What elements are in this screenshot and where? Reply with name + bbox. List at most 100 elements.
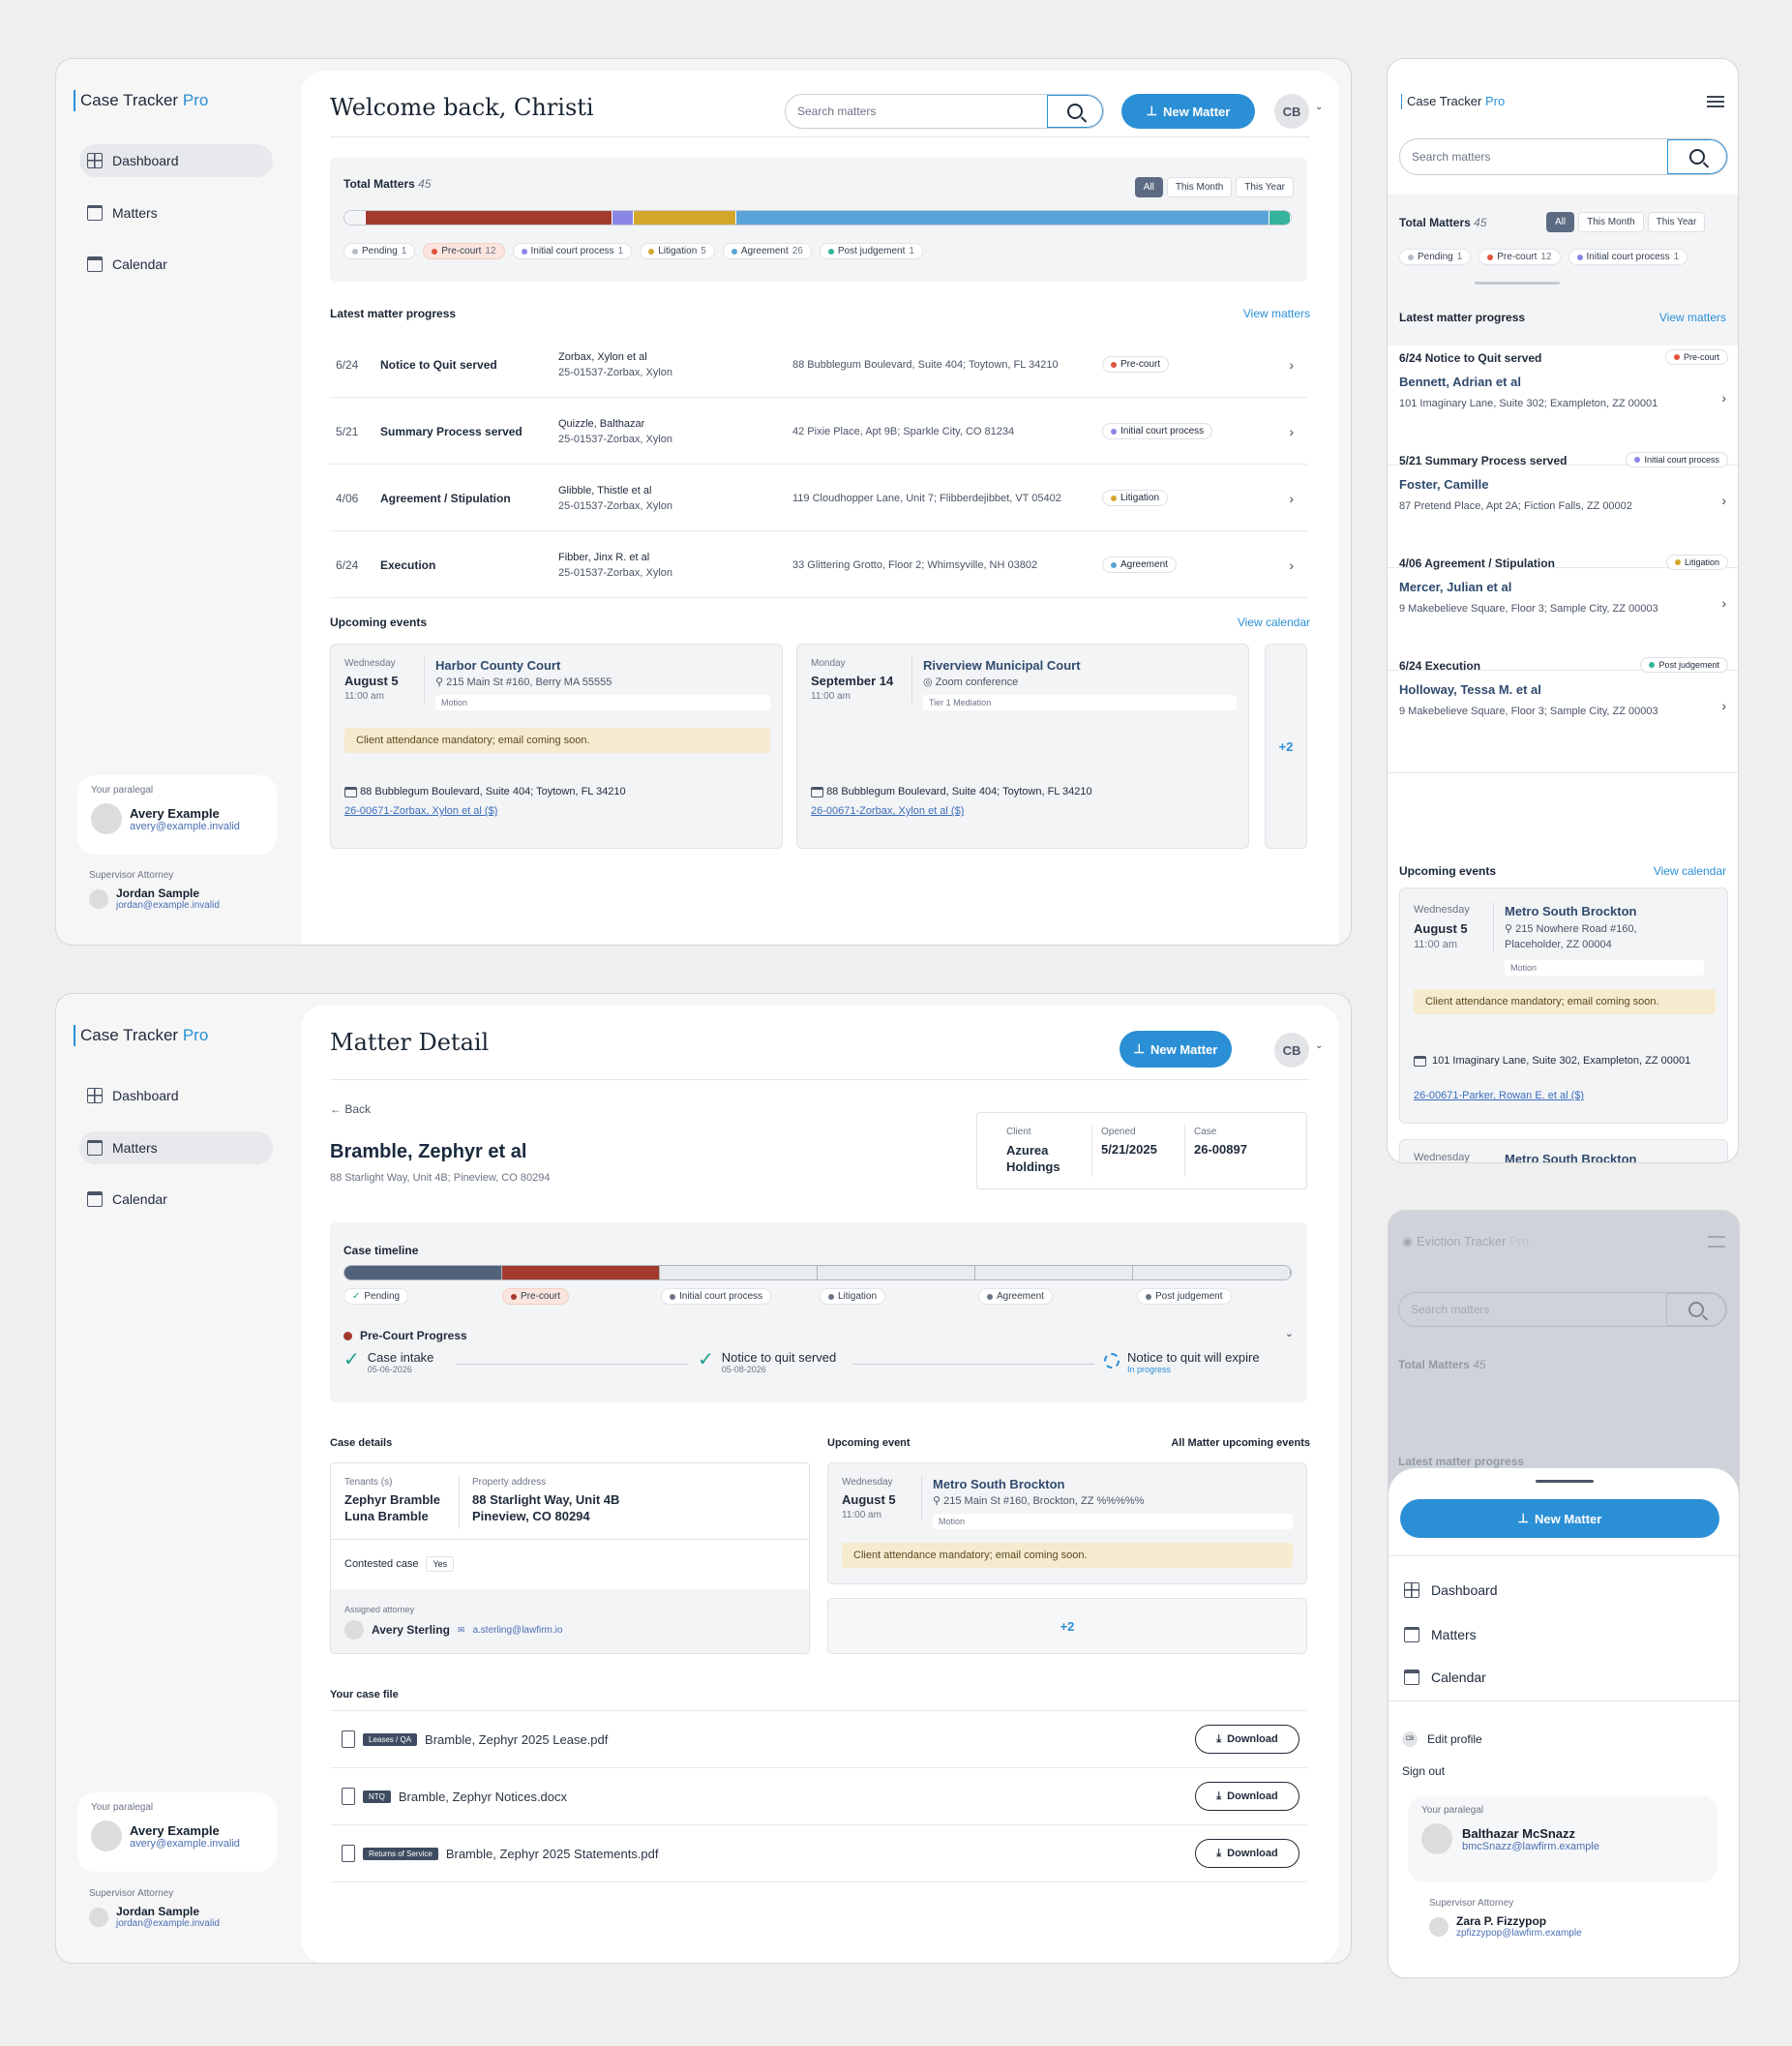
- supervisor-name: Jordan Sample: [116, 887, 200, 900]
- chevron-right-icon[interactable]: ›: [1721, 595, 1726, 611]
- chevron-down-icon[interactable]: ⌄: [1284, 1328, 1294, 1339]
- more-events-button[interactable]: +2: [1265, 644, 1307, 849]
- status-chip[interactable]: Pre-court 12: [423, 243, 505, 259]
- timeline-stage[interactable]: Initial court process: [661, 1288, 772, 1305]
- precourt-heading[interactable]: Pre-Court Progress: [343, 1329, 467, 1342]
- table-row[interactable]: 4/06 Agreement / Stipulation Glibble, This…: [330, 466, 1307, 531]
- paralegal-email[interactable]: avery@example.invalid: [130, 820, 240, 832]
- all-upcoming-link[interactable]: All Matter upcoming events: [1171, 1437, 1310, 1449]
- edit-profile-link[interactable]: CB Edit profile: [1402, 1731, 1482, 1747]
- search-bar[interactable]: Search matters: [1399, 138, 1728, 175]
- profile-avatar[interactable]: CB: [1274, 94, 1309, 129]
- chevron-right-icon[interactable]: ›: [1289, 557, 1294, 573]
- case-link[interactable]: 26-00671-Parker, Rowan E. et al ($): [1414, 1090, 1585, 1101]
- view-calendar-link[interactable]: View calendar: [1653, 864, 1726, 878]
- more-events-button[interactable]: +2: [827, 1598, 1307, 1654]
- list-item[interactable]: 6/24 Notice to Quit served Pre-court Benne…: [1388, 342, 1738, 466]
- filter-this-year[interactable]: This Year: [1647, 212, 1706, 232]
- event-card[interactable]: Wednesday August 5 11:00 am Harbor Count…: [330, 644, 783, 849]
- table-row[interactable]: 5/21 Summary Process served Quizzle, Balth…: [330, 399, 1307, 465]
- table-row[interactable]: 6/24 Execution Fibber, Jinx R. et al 25-015…: [330, 532, 1307, 598]
- supervisor-email[interactable]: jordan@example.invalid: [116, 1918, 220, 1929]
- filter-this-month[interactable]: This Month: [1166, 177, 1233, 197]
- case-link[interactable]: 26-00671-Zorbax, Xylon et al ($): [811, 805, 965, 817]
- nav-dashboard[interactable]: Dashboard: [79, 1079, 273, 1112]
- back-link[interactable]: ← Back: [330, 1102, 372, 1116]
- file-name[interactable]: Bramble, Zephyr 2025 Statements.pdf: [445, 1846, 659, 1861]
- supervisor-email[interactable]: zpfizzypop@lawfirm.example: [1456, 1928, 1582, 1939]
- new-matter-button[interactable]: ⊥ New Matter: [1120, 1031, 1232, 1068]
- new-matter-button[interactable]: ⊥ New Matter: [1121, 94, 1255, 129]
- nav-dashboard[interactable]: Dashboard: [1404, 1582, 1498, 1598]
- search-input[interactable]: Search matters: [797, 105, 877, 118]
- search-button[interactable]: [1667, 139, 1727, 174]
- new-matter-button[interactable]: ⊥ New Matter: [1400, 1499, 1719, 1538]
- file-name[interactable]: Bramble, Zephyr Notices.docx: [398, 1789, 568, 1804]
- status-chip[interactable]: Pre-court 12: [1478, 249, 1561, 265]
- chevron-down-icon[interactable]: ⌄: [1315, 1040, 1324, 1051]
- download-button[interactable]: ⤓ Download: [1195, 1839, 1299, 1868]
- filter-this-year[interactable]: This Year: [1236, 177, 1294, 197]
- event-court: Metro South Brockton: [933, 1477, 1065, 1491]
- timeline-stage[interactable]: Litigation: [820, 1288, 886, 1305]
- chevron-right-icon[interactable]: ›: [1289, 356, 1294, 373]
- nav-matters[interactable]: Matters: [1404, 1627, 1477, 1642]
- status-chip[interactable]: Initial court process 1: [512, 243, 633, 259]
- scroll-indicator[interactable]: [1475, 282, 1560, 285]
- hamburger-menu-icon[interactable]: [1707, 96, 1724, 107]
- view-matters-link[interactable]: View matters: [1658, 311, 1726, 324]
- status-chip[interactable]: Agreement 26: [722, 243, 812, 259]
- paralegal-email[interactable]: avery@example.invalid: [130, 1837, 240, 1850]
- list-item[interactable]: 4/06 Agreement / Stipulation Litigation Me…: [1388, 547, 1738, 671]
- event-card[interactable]: Monday September 14 11:00 am Riverview M…: [796, 644, 1249, 849]
- event-card[interactable]: Wednesday Metro South Brockton: [1399, 1139, 1728, 1162]
- chevron-right-icon[interactable]: ›: [1289, 490, 1294, 506]
- status-dot: [731, 248, 737, 255]
- search-input[interactable]: Search matters: [1412, 150, 1491, 164]
- supervisor-email[interactable]: jordan@example.invalid: [116, 900, 220, 911]
- filter-all[interactable]: All: [1546, 212, 1575, 232]
- event-card[interactable]: Wednesday August 5 11:00 am Metro South …: [827, 1462, 1307, 1584]
- nav-dashboard[interactable]: Dashboard: [79, 144, 273, 177]
- chevron-right-icon[interactable]: ›: [1289, 423, 1294, 439]
- nav-calendar[interactable]: Calendar: [1404, 1670, 1486, 1685]
- download-button[interactable]: ⤓ Download: [1195, 1725, 1299, 1754]
- sheet-handle[interactable]: [1536, 1480, 1594, 1483]
- nav-calendar[interactable]: Calendar: [79, 1183, 273, 1216]
- status-chip[interactable]: Pending 1: [1399, 249, 1472, 265]
- chevron-right-icon[interactable]: ›: [1721, 390, 1726, 406]
- paralegal-email[interactable]: bmcSnazz@lawfirm.example: [1462, 1840, 1599, 1852]
- profile-avatar[interactable]: CB: [1274, 1033, 1309, 1068]
- attorney-email[interactable]: a.sterling@lawfirm.io: [472, 1624, 563, 1636]
- period-filter: All This Month This Year: [1546, 212, 1706, 232]
- list-item[interactable]: 5/21 Summary Process served Initial court…: [1388, 444, 1738, 568]
- status-chip[interactable]: Initial court process 1: [1568, 249, 1688, 265]
- list-item[interactable]: 6/24 Execution Post judgement Holloway, Te…: [1388, 649, 1738, 773]
- nav-matters[interactable]: Matters: [79, 196, 273, 229]
- sign-out-link[interactable]: Sign out: [1402, 1764, 1446, 1778]
- chevron-right-icon[interactable]: ›: [1721, 493, 1726, 508]
- chevron-down-icon[interactable]: ⌄: [1315, 102, 1324, 112]
- filter-this-month[interactable]: This Month: [1578, 212, 1644, 232]
- event-court: Metro South Brockton: [1505, 904, 1637, 918]
- view-calendar-link[interactable]: View calendar: [1237, 616, 1310, 629]
- file-name[interactable]: Bramble, Zephyr 2025 Lease.pdf: [425, 1731, 609, 1747]
- timeline-stage[interactable]: ✓ Pending: [343, 1288, 409, 1305]
- case-link[interactable]: 26-00671-Zorbax, Xylon et al ($): [344, 805, 498, 817]
- timeline-stage[interactable]: Pre-court: [502, 1288, 570, 1305]
- timeline-stage[interactable]: Agreement: [978, 1288, 1053, 1305]
- nav-calendar[interactable]: Calendar: [79, 248, 273, 281]
- status-chip[interactable]: Litigation 5: [640, 243, 715, 259]
- chevron-right-icon[interactable]: ›: [1721, 698, 1726, 713]
- timeline-stage[interactable]: Post judgement: [1137, 1288, 1232, 1305]
- nav-matters[interactable]: Matters: [79, 1131, 273, 1164]
- search-button[interactable]: [1047, 95, 1103, 128]
- event-card[interactable]: Wednesday August 5 11:00 am Metro South …: [1399, 888, 1728, 1124]
- view-matters-link[interactable]: View matters: [1242, 307, 1310, 320]
- status-chip[interactable]: Post judgement 1: [819, 243, 923, 259]
- status-chip[interactable]: Pending 1: [343, 243, 416, 259]
- search-bar[interactable]: Search matters: [785, 94, 1104, 129]
- table-row[interactable]: 6/24 Notice to Quit served Zorbax, Xylon e…: [330, 332, 1307, 398]
- download-button[interactable]: ⤓ Download: [1195, 1782, 1299, 1811]
- filter-all[interactable]: All: [1134, 177, 1163, 197]
